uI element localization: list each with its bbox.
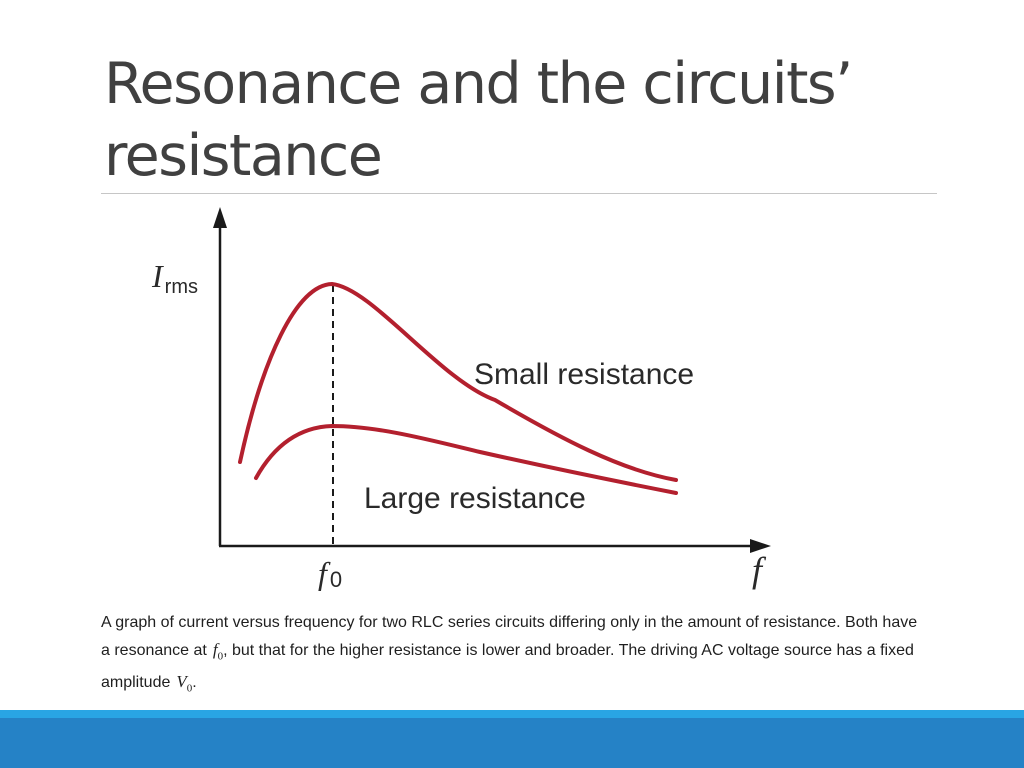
title-divider bbox=[101, 193, 937, 194]
slide-title: Resonance and the circuits’ resistance bbox=[104, 48, 924, 192]
caption-f-subscript: 0 bbox=[217, 649, 224, 662]
caption-text-end: . bbox=[192, 674, 197, 692]
caption-v-letter: V bbox=[176, 672, 187, 692]
slide-title-line-2: resistance bbox=[104, 123, 383, 189]
x-axis-arrow bbox=[750, 539, 771, 553]
resonance-frequency-subscript: 0 bbox=[330, 567, 342, 592]
caption-text-1: A graph of current versus frequency for … bbox=[101, 614, 918, 659]
curve-small-resistance bbox=[238, 281, 678, 482]
caption-f0-symbol: f0 bbox=[212, 639, 224, 662]
figure-caption: A graph of current versus frequency for … bbox=[101, 610, 921, 702]
y-axis-label-subscript: rms bbox=[165, 276, 198, 298]
footer-band bbox=[0, 718, 1024, 768]
caption-f-letter: f bbox=[212, 639, 218, 659]
label-large-resistance: Large resistance bbox=[364, 482, 586, 515]
label-small-resistance: Small resistance bbox=[474, 358, 694, 391]
caption-v-subscript: 0 bbox=[186, 682, 193, 695]
footer-accent-band bbox=[0, 710, 1024, 718]
y-axis-label-symbol: I bbox=[151, 258, 164, 294]
curve-large-resistance bbox=[254, 423, 678, 495]
caption-text-2: , but that for the higher resistance is … bbox=[101, 641, 914, 692]
slide-title-line-1: Resonance and the circuits’ bbox=[104, 51, 853, 117]
caption-v0-symbol: V0 bbox=[176, 672, 192, 694]
y-axis-arrow bbox=[213, 207, 227, 228]
x-axis-label: f bbox=[752, 550, 767, 590]
